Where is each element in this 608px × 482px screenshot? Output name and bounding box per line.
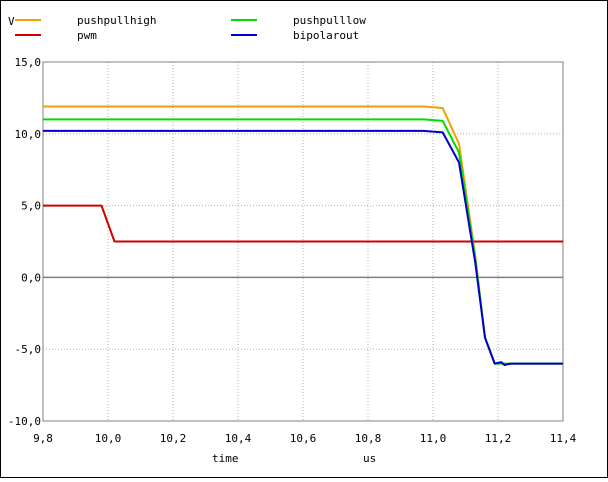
- axis-layer: 9,8 10,0 10,2 10,4 10,6 10,8 11,0 11,2 11,4 15,0 1…: [8, 56, 577, 445]
- y-axis-label: V: [8, 15, 15, 28]
- series-line-pwm: [43, 204, 563, 243]
- legend-label-bipolarout: bipolarout: [293, 29, 359, 42]
- x-tick-label: 9,8: [33, 432, 53, 445]
- y-tick-label: -5,0: [15, 343, 42, 356]
- x-tick-label: 11,4: [550, 432, 577, 445]
- y-tick-label: -10,0: [8, 415, 41, 428]
- x-tick-label: 10,2: [160, 432, 187, 445]
- legend-layer: pushpullhigh pwm pushpulllow bipolarout: [15, 14, 366, 42]
- y-tick-label: 0,0: [21, 271, 41, 284]
- x-tick-label: 11,0: [420, 432, 447, 445]
- x-axis-unit: us: [363, 452, 376, 465]
- legend-label-pushpullhigh: pushpullhigh: [77, 14, 156, 27]
- series-layer: [43, 105, 563, 366]
- y-tick-label: 10,0: [15, 128, 42, 141]
- x-tick-label: 11,2: [485, 432, 512, 445]
- x-tick-label: 10,4: [225, 432, 252, 445]
- series-line-pushpullhigh: [43, 105, 563, 365]
- y-tick-label: 5,0: [21, 200, 41, 213]
- x-tick-label: 10,6: [290, 432, 317, 445]
- legend-label-pwm: pwm: [77, 29, 97, 42]
- x-axis-label: time: [212, 452, 239, 465]
- legend-label-pushpulllow: pushpulllow: [293, 14, 366, 27]
- x-tick-label: 10,0: [95, 432, 122, 445]
- x-tick-label: 10,8: [355, 432, 382, 445]
- y-tick-label: 15,0: [15, 56, 42, 69]
- series-line-bipolarout: [43, 129, 563, 366]
